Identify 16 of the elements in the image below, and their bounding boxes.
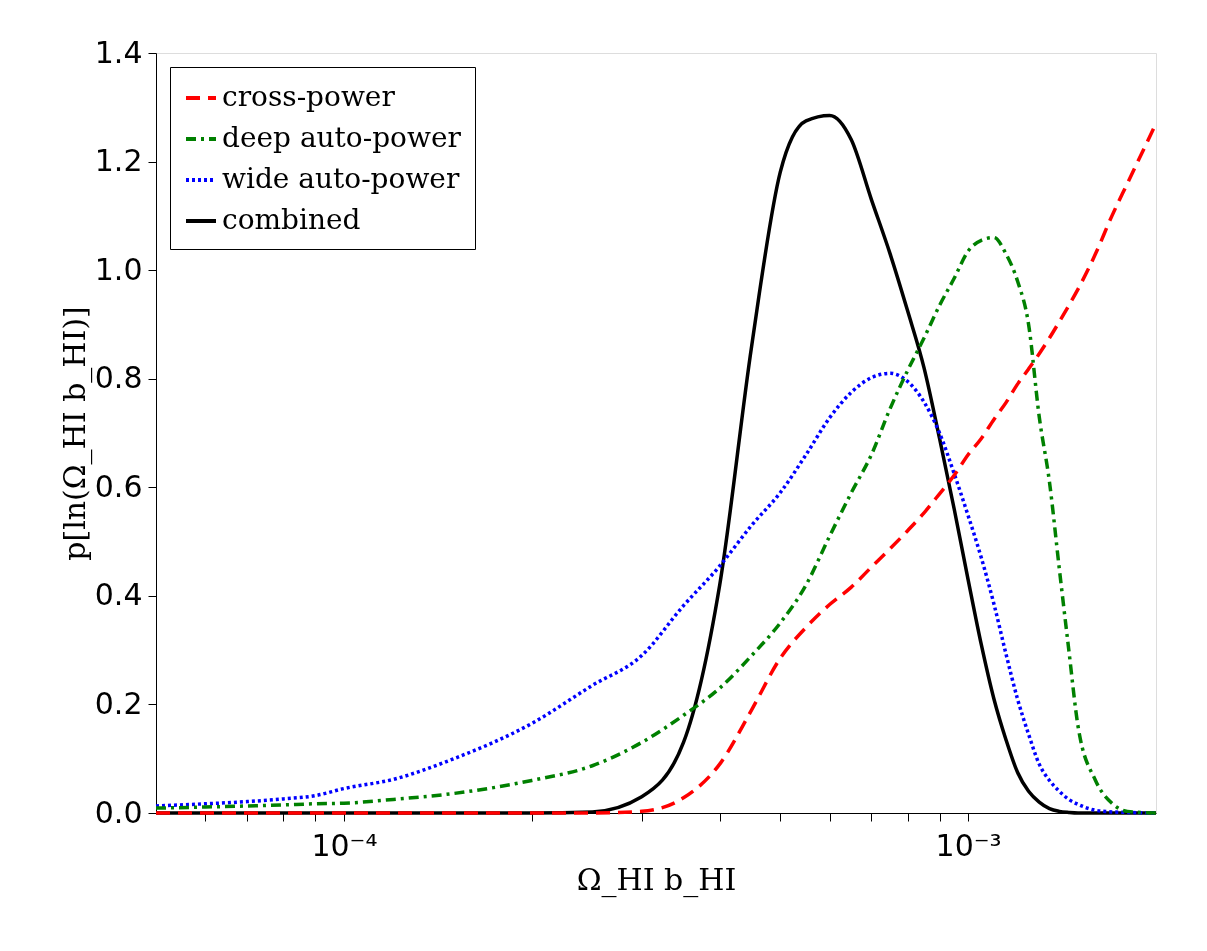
y-tick-label: 1.2 [94,143,143,179]
y-tick-label: 0.6 [94,468,143,504]
y-tick-label: 0.8 [94,360,143,396]
legend-label: wide auto-power [222,162,460,195]
y-tick-label: 0.4 [94,577,143,613]
y-axis-title: p[ln(Ω_HI b_HI)] [56,306,93,561]
x-axis-title: Ω_HI b_HI [576,861,737,898]
legend-label: cross-power [222,80,396,113]
y-tick-label: 1.0 [94,251,143,287]
y-tick-label: 0.2 [94,685,143,721]
legend-label: combined [222,203,361,236]
legend-label: deep auto-power [222,121,462,154]
x-tick-label: 10⁻³ [935,827,1002,863]
y-tick-label: 1.4 [94,34,143,70]
x-tick-label: 10⁻⁴ [311,827,378,863]
y-tick-label: 0.0 [94,794,143,830]
